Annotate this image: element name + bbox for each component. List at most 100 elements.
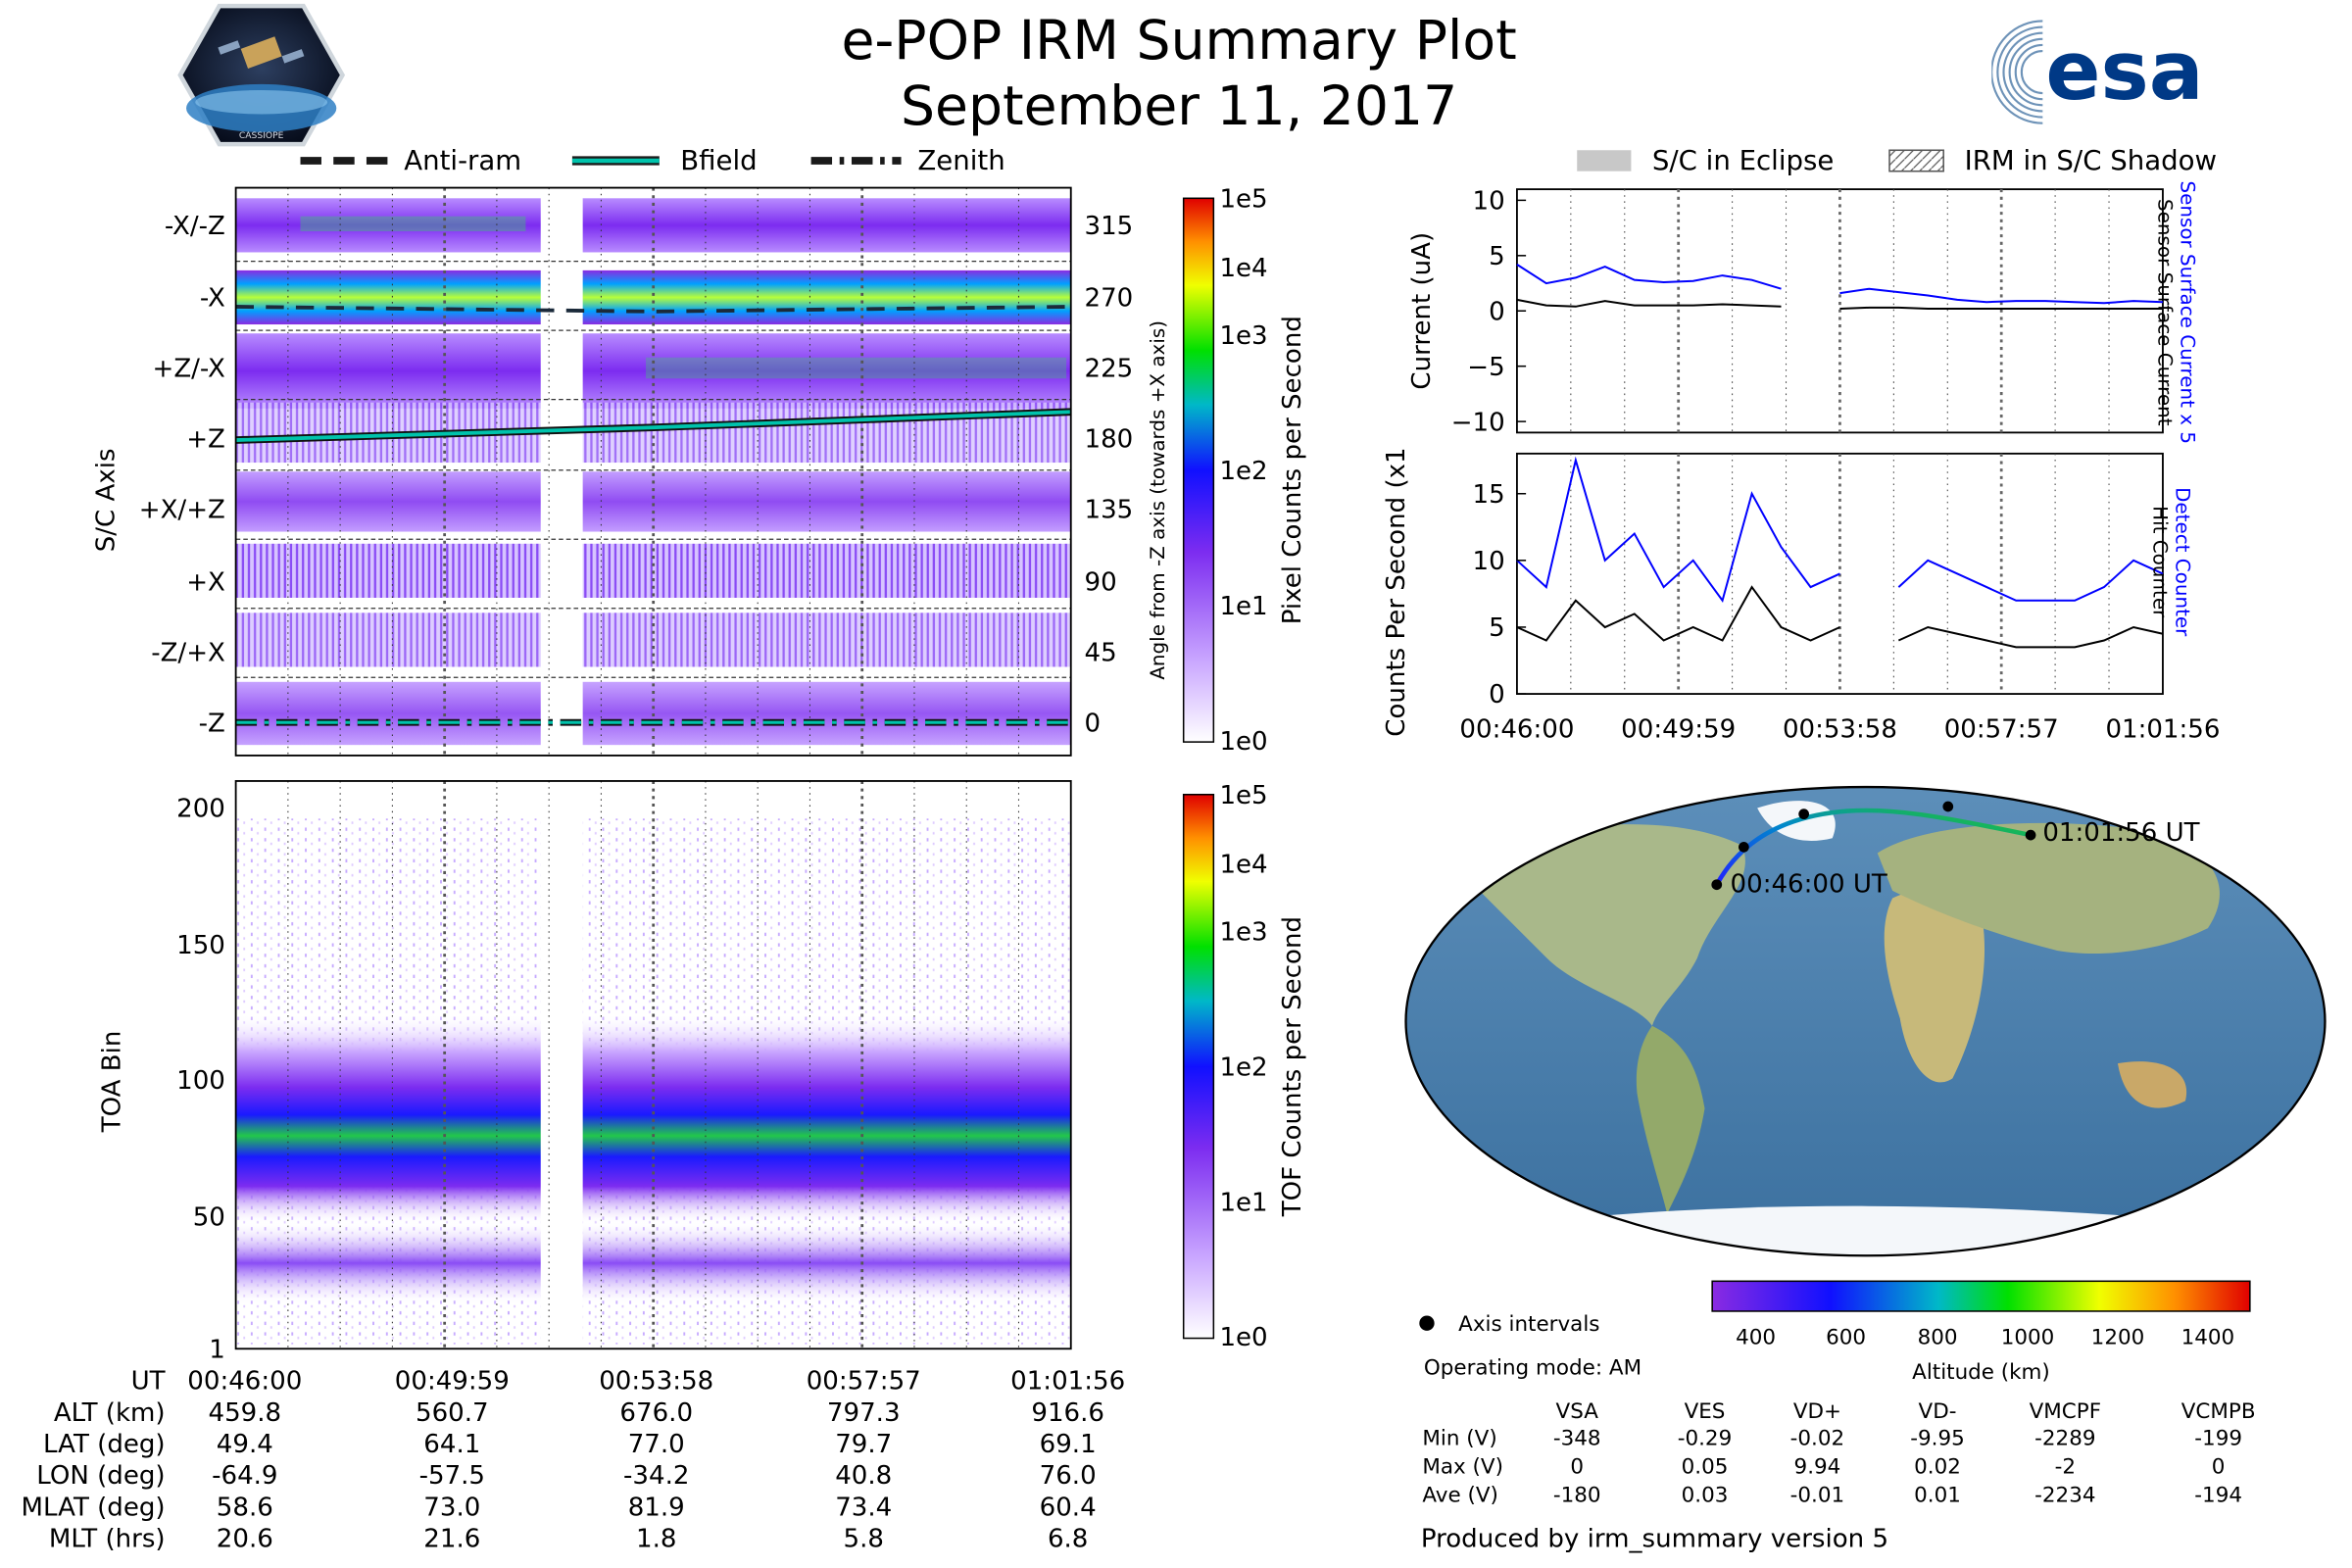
voltage-row: Max (V) 0 0.05 9.94 0.02 -2 0 <box>1419 1455 2290 1483</box>
orbit-start-label: 00:46:00 UT <box>1731 869 1887 899</box>
cbar-tick: 1e2 <box>1219 1053 1267 1082</box>
legend-zenith-label: Zenith <box>917 144 1004 176</box>
voltage-header-row: VSA VES VD+ VD- VMCPF VCMPB <box>1419 1399 2290 1427</box>
ephemeris-cell: 21.6 <box>423 1524 481 1555</box>
voltage-header: VES <box>1684 1399 1726 1424</box>
voltage-cell: 0.01 <box>1914 1484 1961 1508</box>
voltage-cell: -180 <box>1552 1484 1601 1508</box>
ephemeris-row: ALT (km) 459.8 560.7 676.0 797.3 916.6 <box>0 1398 1142 1430</box>
ephemeris-cell: 60.4 <box>1039 1493 1097 1524</box>
y2-tick-label: 135 <box>1085 496 1134 525</box>
ephemeris-cell: 20.6 <box>216 1524 273 1555</box>
y-cat-label: -X <box>200 284 225 314</box>
voltage-cell: -9.95 <box>1910 1426 1965 1451</box>
ephemeris-cell: 459.8 <box>208 1397 282 1429</box>
legend-bfield-label: Bfield <box>680 144 757 176</box>
voltage-cell: -0.29 <box>1677 1426 1733 1451</box>
y2-tick-label: 315 <box>1085 212 1134 241</box>
y-tick-label: 10 <box>1473 187 1505 217</box>
ephemeris-cell: 6.8 <box>1047 1524 1089 1555</box>
alt-tick: 1200 <box>2091 1326 2145 1350</box>
ephemeris-row: MLAT (deg) 58.6 73.0 81.9 73.4 60.4 <box>0 1493 1142 1524</box>
ephemeris-cell: 40.8 <box>835 1461 893 1492</box>
voltage-cell: -0.02 <box>1789 1426 1845 1451</box>
ephemeris-cell: -64.9 <box>212 1461 278 1492</box>
y2-tick-label: 270 <box>1085 284 1134 314</box>
series-anti-ram-line <box>235 305 1071 314</box>
y-tick-label: 5 <box>1489 242 1505 271</box>
legend-eclipse-label: S/C in Eclipse <box>1652 144 1834 176</box>
legend-shadow-swatch <box>1888 149 1944 172</box>
y-cat-label: +X <box>186 567 225 597</box>
esa-logo-text: esa <box>2045 24 2203 119</box>
y2-tick-label: 180 <box>1085 425 1134 455</box>
ephemeris-cell: 1.8 <box>636 1524 677 1555</box>
series-hit-counter-line <box>1516 585 2164 649</box>
orbit-start-marker <box>1711 879 1723 891</box>
series-current-x5-line <box>1516 264 2163 305</box>
alt-tick: 800 <box>1918 1326 1958 1350</box>
y-tick-label: −5 <box>1467 353 1504 382</box>
voltage-header: VD- <box>1918 1399 1957 1424</box>
ephemeris-row-label: ALT (km) <box>53 1397 166 1429</box>
voltage-row-label: Min (V) <box>1422 1426 1497 1451</box>
current-ylabel: Current (uA) <box>1407 232 1437 390</box>
y-tick-label: 0 <box>1489 680 1505 710</box>
series-bfield-line <box>235 410 1071 442</box>
ephemeris-cell: 01:01:56 <box>1010 1366 1126 1397</box>
cbar-tick: 1e1 <box>1219 1188 1267 1217</box>
cbar-tick: 1e5 <box>1219 781 1267 810</box>
counter-right-label-blue: Detect Counter <box>2172 487 2194 637</box>
counter-right-label-black: Hit Counter <box>2149 506 2172 618</box>
current-right-label-black: Sensor Surface Current <box>2153 199 2176 426</box>
ephemeris-cell: 797.3 <box>826 1397 901 1429</box>
tof-panel: 200 150 100 50 1 TOA Bin <box>98 780 1072 1364</box>
y-cat-label: +Z/-X <box>152 355 225 384</box>
ephemeris-cell: 81.9 <box>627 1493 685 1524</box>
voltage-cell: -199 <box>2194 1426 2243 1451</box>
cbar-tick: 1e0 <box>1219 727 1267 757</box>
tof-ytick: 100 <box>176 1066 225 1096</box>
voltage-cell: 0.03 <box>1681 1484 1729 1508</box>
voltage-row: Min (V) -348 -0.29 -0.02 -9.95 -2289 -199 <box>1419 1427 2290 1454</box>
ephemeris-cell: 73.4 <box>835 1493 893 1524</box>
ephemeris-row: LON (deg) -64.9 -57.5 -34.2 40.8 76.0 <box>0 1461 1142 1493</box>
current-right-label-blue: Sensor Surface Current x 5 <box>2176 180 2198 444</box>
cbar-tick: 1e5 <box>1219 184 1267 214</box>
y2-tick-label: 225 <box>1085 355 1134 384</box>
y-tick-label: 15 <box>1473 480 1505 510</box>
page-title: e-POP IRM Summary Plot <box>841 10 1517 73</box>
voltage-cell: 0.05 <box>1681 1455 1729 1480</box>
series-current-line <box>1516 298 2163 310</box>
alt-tick: 1400 <box>2181 1326 2235 1350</box>
x-tick-label: 00:49:59 <box>1621 715 1736 745</box>
voltage-cell: -348 <box>1552 1426 1601 1451</box>
pixel-colorbar: 1e5 1e4 1e3 1e2 1e1 1e0 Pixel Counts per… <box>1182 184 1307 757</box>
ephemeris-row-label: MLAT (deg) <box>21 1493 166 1524</box>
y-cat-label: +X/+Z <box>139 496 225 525</box>
pixel-y2label: Angle from -Z axis (towards +X axis) <box>1147 320 1169 680</box>
voltage-row: Ave (V) -180 0.03 -0.01 0.01 -2234 -194 <box>1419 1484 2290 1511</box>
ephemeris-cell: 5.8 <box>843 1524 884 1555</box>
ephemeris-row-label: LAT (deg) <box>43 1430 166 1460</box>
alt-tick: 400 <box>1736 1326 1776 1350</box>
ephemeris-cell: 79.7 <box>835 1430 893 1460</box>
voltage-cell: -2234 <box>2034 1484 2096 1508</box>
ephemeris-cell: 73.0 <box>423 1493 481 1524</box>
voltage-cell: -2 <box>2054 1455 2077 1480</box>
voltage-header: VCMPB <box>2180 1399 2256 1424</box>
voltage-cell: 0 <box>2211 1455 2226 1480</box>
axis-intervals-dot <box>1419 1315 1435 1331</box>
altitude-colorbar: 400 600 800 1000 1200 1400 Altitude (km) <box>1711 1280 2251 1385</box>
tof-ytick: 150 <box>176 931 225 960</box>
ephemeris-cell: -57.5 <box>418 1461 486 1492</box>
ephemeris-row-label: UT <box>130 1366 166 1397</box>
y2-tick-label: 45 <box>1085 638 1117 667</box>
series-detect-counter-line <box>1516 456 2164 603</box>
y-cat-label: -Z/+X <box>151 638 225 667</box>
legend-eclipse-swatch <box>1577 150 1632 172</box>
ephemeris-cell: 58.6 <box>216 1493 273 1524</box>
produced-by: Produced by irm_summary version 5 <box>1420 1524 1889 1555</box>
pixel-panel: -X/-Z -X +Z/-X +Z +X/+Z +X -Z/+X -Z 315 … <box>91 186 1169 757</box>
ephemeris-cell: 00:46:00 <box>187 1366 303 1397</box>
